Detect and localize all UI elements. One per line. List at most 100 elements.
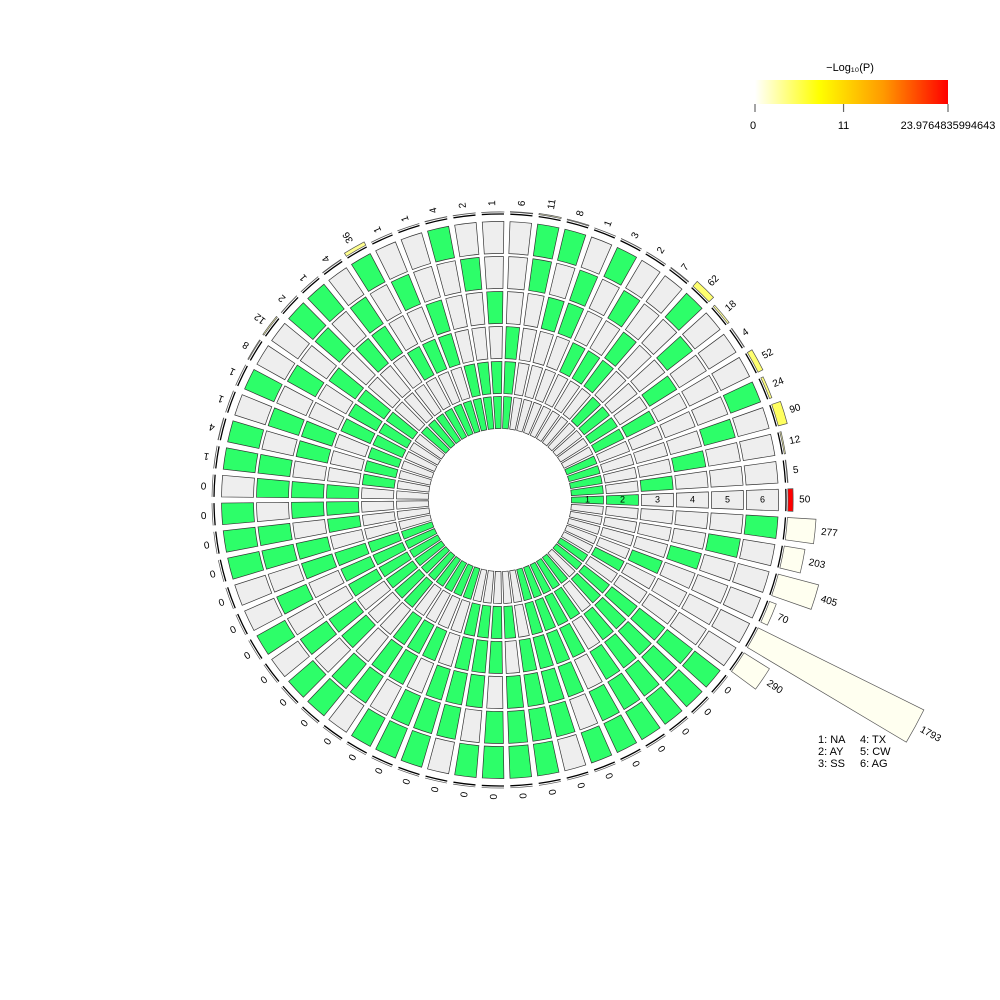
membership-cell [271, 640, 310, 678]
membership-cell [607, 672, 641, 711]
membership-cell [560, 446, 594, 469]
count-label: 0 [629, 759, 642, 769]
track-arc [669, 269, 688, 284]
membership-cell [367, 447, 402, 468]
membership-cell [334, 433, 370, 458]
intersection-bar [235, 364, 247, 386]
membership-cell [227, 551, 265, 580]
track-arc [425, 218, 448, 225]
count-label: 4 [208, 420, 217, 432]
membership-cell [453, 563, 474, 597]
track-arc [481, 213, 504, 216]
membership-cell [641, 645, 678, 682]
set-legend: 1: NA2: AY3: SS 4: TX5: CW6: AG [818, 734, 891, 770]
membership-cell [361, 511, 396, 527]
membership-cell [435, 555, 462, 587]
membership-cell [540, 667, 565, 704]
intersection-bar [481, 211, 505, 213]
set-legend-item: 5: CW [860, 746, 891, 758]
membership-cell [605, 480, 639, 494]
track-arc [620, 240, 641, 252]
count-label: 1 [372, 224, 384, 234]
membership-cell [739, 539, 776, 567]
membership-cell [641, 318, 678, 355]
track-arc [620, 748, 641, 760]
membership-cell [682, 650, 721, 688]
membership-cell [463, 363, 481, 398]
membership-cell [327, 515, 362, 533]
membership-cell [613, 574, 648, 604]
membership-cell [427, 225, 455, 263]
membership-cell [379, 365, 412, 399]
intersection-bar [397, 768, 420, 777]
membership-cell [450, 366, 471, 401]
membership-cell [400, 232, 432, 271]
membership-cell [481, 745, 505, 779]
track-arc [215, 531, 220, 554]
membership-cell [560, 531, 594, 554]
membership-cell [594, 370, 627, 404]
membership-cell [594, 596, 627, 630]
count-label: 4 [428, 206, 440, 214]
count-label: 0 [216, 595, 225, 607]
membership-cell [367, 376, 401, 409]
membership-cell [406, 346, 435, 381]
intersection-bar [712, 304, 730, 325]
membership-cell [547, 548, 576, 578]
count-label: 0 [574, 782, 586, 791]
membership-cell [355, 627, 389, 663]
membership-cell [580, 236, 613, 275]
track-arc [453, 781, 476, 786]
membership-cell [490, 605, 503, 639]
intersection-bar [481, 787, 505, 789]
membership-cell [493, 396, 502, 430]
track-arc [302, 277, 320, 294]
membership-cell [465, 673, 486, 709]
count-label: 1 [399, 214, 411, 223]
membership-cell [570, 485, 604, 497]
count-label: 12 [788, 434, 802, 447]
intersection-bar [670, 266, 690, 283]
track-arc [323, 260, 343, 275]
membership-cell [379, 601, 412, 635]
membership-cell [314, 637, 352, 673]
count-label: 0 [722, 685, 734, 697]
membership-cell [570, 572, 601, 604]
track-arc [249, 341, 263, 361]
membership-cell [605, 506, 639, 520]
track-arc [645, 733, 665, 747]
membership-cell [450, 599, 471, 634]
membership-cell [295, 440, 332, 464]
track-arc [372, 234, 393, 245]
track-arc [347, 741, 368, 754]
membership-cell [743, 514, 779, 539]
set-legend-item: 3: SS [818, 758, 845, 770]
count-label: 290 [764, 678, 784, 697]
intersection-bar [784, 459, 789, 483]
intersection-bar [370, 232, 393, 243]
color-tick-label: 23.9764835994643 [901, 120, 996, 132]
intersection-bar [322, 726, 342, 741]
count-label: 3 [629, 230, 642, 240]
membership-cell [671, 527, 707, 550]
intersection-bar [760, 601, 777, 626]
ring-label: 5 [725, 494, 730, 504]
membership-cell [557, 302, 585, 339]
membership-cell [445, 669, 468, 706]
membership-cell [477, 604, 492, 639]
membership-cell [547, 422, 576, 452]
membership-cell [454, 329, 475, 364]
membership-cell [588, 683, 620, 722]
membership-cell [546, 629, 571, 665]
membership-cell [256, 345, 296, 381]
count-label: 0 [655, 744, 667, 755]
membership-cell [288, 660, 327, 698]
legend-title: −Log₁₀(P) [826, 62, 874, 74]
membership-cell [548, 700, 576, 738]
color-tick-label: 0 [750, 120, 756, 132]
membership-cell [292, 519, 328, 540]
count-label: 277 [820, 527, 838, 540]
membership-cell [372, 541, 407, 566]
membership-cell [444, 407, 468, 440]
